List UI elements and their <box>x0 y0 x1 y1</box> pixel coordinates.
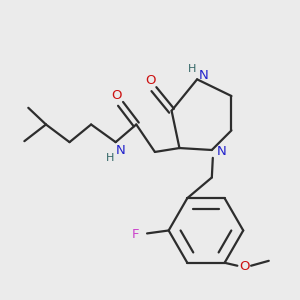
Text: N: N <box>116 145 125 158</box>
Text: H: H <box>188 64 196 74</box>
Text: N: N <box>199 69 209 82</box>
Text: O: O <box>145 74 155 87</box>
Text: O: O <box>239 260 250 273</box>
Text: N: N <box>217 146 226 158</box>
Text: F: F <box>131 228 139 241</box>
Text: H: H <box>106 153 114 163</box>
Text: O: O <box>111 88 122 101</box>
